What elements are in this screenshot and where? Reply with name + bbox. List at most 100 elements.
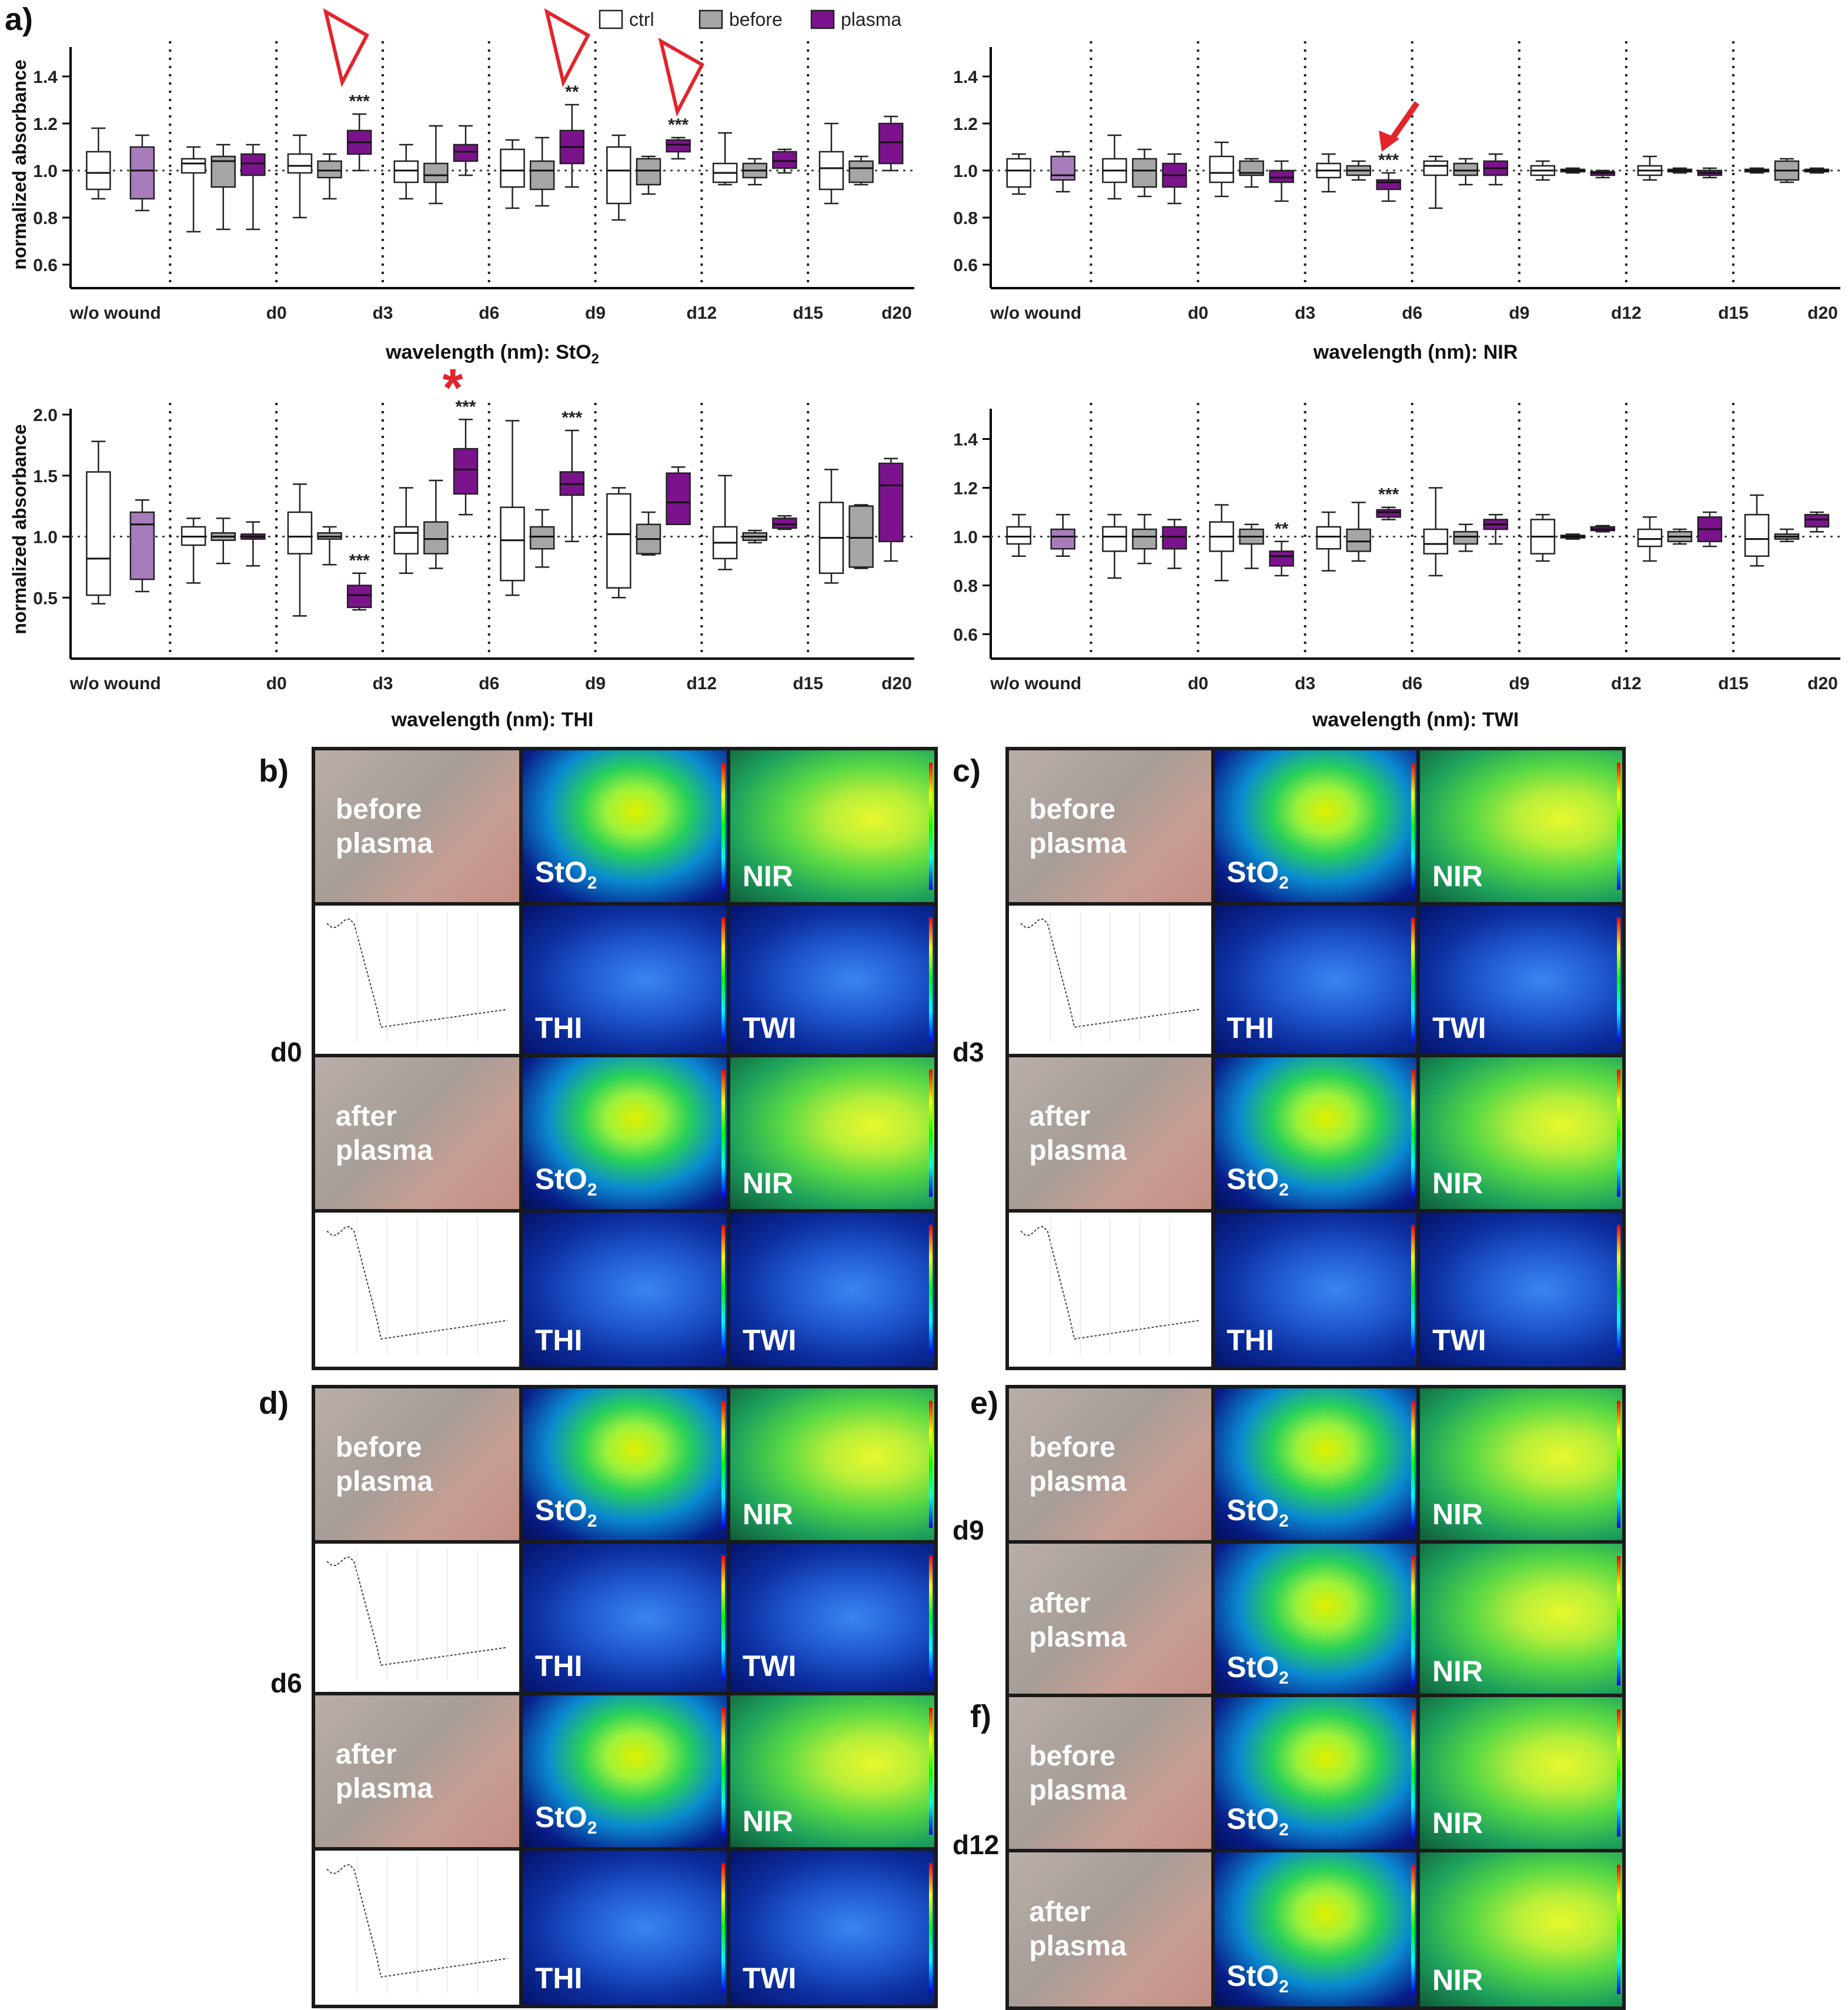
significance-label: ** bbox=[1275, 519, 1289, 539]
box-ctrl bbox=[1006, 526, 1031, 545]
significance-label: *** bbox=[668, 115, 689, 135]
map-label-nir: NIR bbox=[1432, 1166, 1483, 1200]
map-label-nir: NIR bbox=[1432, 859, 1483, 893]
box-plasma bbox=[1804, 513, 1830, 528]
sto2-heatmap: StO2 bbox=[1214, 1057, 1417, 1209]
overlay-word: after bbox=[1029, 1588, 1091, 1620]
day-label: d9 bbox=[953, 1515, 984, 1545]
box-plasma bbox=[453, 448, 479, 495]
map-label-thi: THI bbox=[534, 1011, 583, 1044]
significance-label: *** bbox=[349, 551, 370, 570]
map-label-subscript: 2 bbox=[1279, 1511, 1289, 1531]
box-before bbox=[529, 526, 555, 550]
box-plasma bbox=[666, 472, 691, 525]
map-label-sto2: StO2 bbox=[1227, 1959, 1289, 1997]
color-scale-bar bbox=[1616, 1555, 1620, 1686]
box-ctrl bbox=[86, 471, 111, 596]
map-label-subscript: 2 bbox=[587, 1511, 597, 1531]
map-label-sto2: StO2 bbox=[535, 855, 597, 893]
overlay-word: before bbox=[1029, 1741, 1116, 1772]
spectrum-plot bbox=[326, 1857, 508, 1993]
rgb-photo: before plasma bbox=[1009, 1388, 1211, 1540]
overlay-text: before plasma bbox=[1029, 1739, 1126, 1808]
thi-heatmap: THI bbox=[1214, 1213, 1417, 1367]
map-label-nir: NIR bbox=[1432, 1964, 1483, 1997]
color-scale-bar bbox=[1411, 1400, 1415, 1528]
sto2-heatmap: StO2 bbox=[1214, 1544, 1417, 1698]
color-scale-bar bbox=[1411, 1864, 1415, 1995]
map-label-sto2: StO2 bbox=[1227, 1802, 1289, 1840]
sto2-heatmap: StO2 bbox=[523, 750, 727, 902]
category-label: d15 bbox=[1718, 303, 1749, 323]
map-label-twi: TWI bbox=[742, 1011, 797, 1044]
map-label-thi: THI bbox=[1227, 1011, 1274, 1044]
overlay-word: after bbox=[335, 1739, 397, 1771]
color-scale-bar bbox=[929, 1555, 933, 1680]
map-label-nir: NIR bbox=[742, 1166, 793, 1200]
box-plasma bbox=[1376, 179, 1401, 191]
y-tick-label: 1.0 bbox=[953, 528, 978, 547]
panel-label: e) bbox=[970, 1385, 999, 1421]
map-label-twi: TWI bbox=[742, 1324, 797, 1357]
twi-heatmap: TWI bbox=[730, 1213, 934, 1367]
nir-heatmap: NIR bbox=[730, 1057, 934, 1209]
map-label-subscript: 2 bbox=[587, 1818, 597, 1838]
color-scale-bar bbox=[1616, 1069, 1620, 1197]
color-scale-bar bbox=[929, 1707, 933, 1835]
highlight-markers: * bbox=[323, 8, 1420, 418]
rgb-photo: before plasma bbox=[315, 750, 519, 902]
y-axis-label: normalized absorbance bbox=[9, 59, 30, 269]
day-label: d12 bbox=[953, 1829, 1000, 1860]
x-axis-label: wavelength (nm): TWI bbox=[1312, 709, 1519, 731]
box-ctrl bbox=[1423, 160, 1449, 176]
thi-heatmap: THI bbox=[523, 1851, 727, 2005]
y-tick-label: 1.4 bbox=[953, 430, 978, 450]
overlay-word: plasma bbox=[1029, 1931, 1127, 1962]
absorbance-spectrum bbox=[315, 1851, 519, 2005]
category-label: d20 bbox=[1807, 674, 1838, 693]
category-label: d15 bbox=[1718, 674, 1749, 693]
overlay-word: after bbox=[1029, 1897, 1091, 1928]
rgb-photo: before plasma bbox=[1009, 1697, 1211, 1849]
box-before bbox=[317, 160, 342, 179]
overlay-word: after bbox=[1029, 1101, 1091, 1133]
map-label-text: StO bbox=[534, 1800, 587, 1834]
overlay-word: plasma bbox=[335, 1466, 433, 1498]
category-label: w/o wound bbox=[990, 674, 1081, 693]
overlay-word: plasma bbox=[1029, 1775, 1127, 1807]
image-panel-d9: before plasma StO2 NIR after plasma StO2 NIR bbox=[1005, 1385, 1626, 1701]
boxplot-chart-4: 0.6 0.8 1.0 1.2 1.4 wavelength (nm): TWI w/o w… bbox=[953, 403, 1840, 731]
rgb-photo: after plasma bbox=[315, 1057, 519, 1209]
map-label-sto2: StO2 bbox=[535, 1493, 597, 1531]
overlay-word: plasma bbox=[335, 828, 433, 860]
x-axis-label: wavelength (nm): THI bbox=[391, 709, 594, 731]
category-label: d20 bbox=[881, 303, 912, 323]
map-label-nir: NIR bbox=[742, 1804, 793, 1838]
absorbance-spectrum bbox=[315, 1213, 519, 1367]
twi-heatmap: TWI bbox=[1420, 906, 1622, 1054]
category-label: d15 bbox=[793, 303, 823, 323]
sto2-heatmap: StO2 bbox=[1214, 1697, 1417, 1849]
legend-swatch-plasma bbox=[810, 9, 835, 29]
map-label-sto2: StO2 bbox=[1227, 1493, 1289, 1531]
triangle-marker-d9 bbox=[544, 8, 591, 88]
image-panel-d0: before plasma StO2 NIR THI TWI after plasma StO2… bbox=[312, 747, 938, 1370]
box-before bbox=[636, 158, 661, 186]
overlay-word: plasma bbox=[1029, 1466, 1127, 1498]
map-label-text: StO bbox=[534, 1162, 587, 1196]
twi-heatmap: TWI bbox=[730, 906, 934, 1054]
category-label: d12 bbox=[687, 303, 717, 323]
box-plasma bbox=[666, 139, 691, 153]
y-tick-label: 0.6 bbox=[953, 626, 978, 645]
map-label-twi: TWI bbox=[1432, 1011, 1486, 1044]
nir-heatmap: NIR bbox=[730, 1388, 934, 1540]
category-label: d6 bbox=[479, 674, 499, 693]
x-axis-label: wavelength (nm): StO2 bbox=[385, 341, 599, 367]
category-label: d3 bbox=[1295, 303, 1315, 323]
overlay-word: plasma bbox=[335, 1135, 433, 1167]
overlay-word: plasma bbox=[335, 1773, 433, 1805]
color-scale-bar bbox=[721, 1069, 725, 1197]
map-label-nir: NIR bbox=[742, 859, 793, 893]
